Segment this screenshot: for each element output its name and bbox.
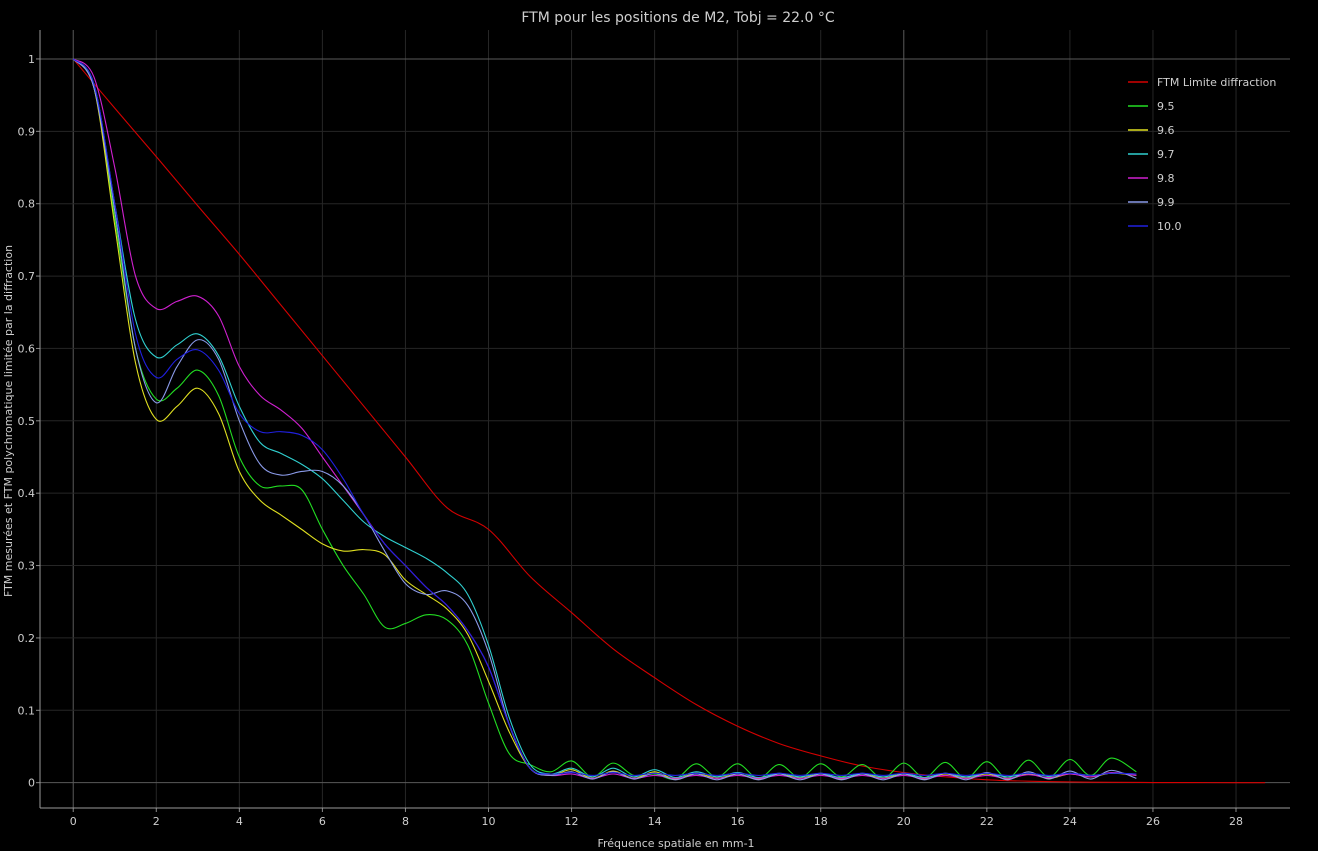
x-tick-label: 28 [1229,815,1243,828]
x-tick-label: 0 [70,815,77,828]
grid [40,30,1290,808]
y-tick-label: 1 [28,53,35,66]
series-lines [72,58,1266,784]
axes: 0 2 4 6 8 10 12 14 16 18 20 22 24 26 2800.10.20.30.40.… [18,30,1290,828]
legend-label: 9.9 [1157,196,1175,209]
x-tick-label: 22 [980,815,994,828]
x-tick-label: 2 [153,815,160,828]
x-tick-label: 6 [319,815,326,828]
x-tick-label: 16 [731,815,745,828]
y-tick-label: 0.5 [18,415,36,428]
y-tick-label: 0.4 [18,487,36,500]
series-line-ftm-limite-diffraction [72,58,1266,784]
x-tick-label: 4 [236,815,243,828]
legend-label: 9.8 [1157,172,1175,185]
legend-label: 9.7 [1157,148,1175,161]
y-tick-label: 0.2 [18,632,36,645]
y-tick-label: 0.8 [18,198,36,211]
y-tick-label: 0.3 [18,560,36,573]
y-tick-label: 0.1 [18,704,36,717]
y-tick-label: 0.6 [18,342,36,355]
x-tick-label: 26 [1146,815,1160,828]
y-tick-label: 0.7 [18,270,36,283]
x-tick-label: 20 [897,815,911,828]
legend-label: 9.6 [1157,124,1175,137]
chart-title: FTM pour les positions de M2, Tobj = 22.… [521,10,834,26]
legend-label: 10.0 [1157,220,1182,233]
series-line-10-0 [72,58,1137,776]
series-line-9-9 [72,58,1137,781]
y-tick-label: 0 [28,777,35,790]
y-tick-label: 0.9 [18,125,36,138]
x-tick-label: 14 [648,815,662,828]
legend-label: 9.5 [1157,100,1175,113]
y-axis-title: FTM mesurées et FTM polychromatique limi… [2,245,15,597]
x-tick-label: 8 [402,815,409,828]
x-tick-label: 12 [565,815,579,828]
x-tick-label: 24 [1063,815,1077,828]
x-axis-title: Fréquence spatiale en mm-1 [597,837,754,850]
x-tick-label: 10 [482,815,496,828]
legend-label: FTM Limite diffraction [1157,76,1276,89]
x-tick-label: 18 [814,815,828,828]
legend: FTM Limite diffraction 9.5 9.6 9.7 9.8 9.9 10.… [1128,76,1276,233]
